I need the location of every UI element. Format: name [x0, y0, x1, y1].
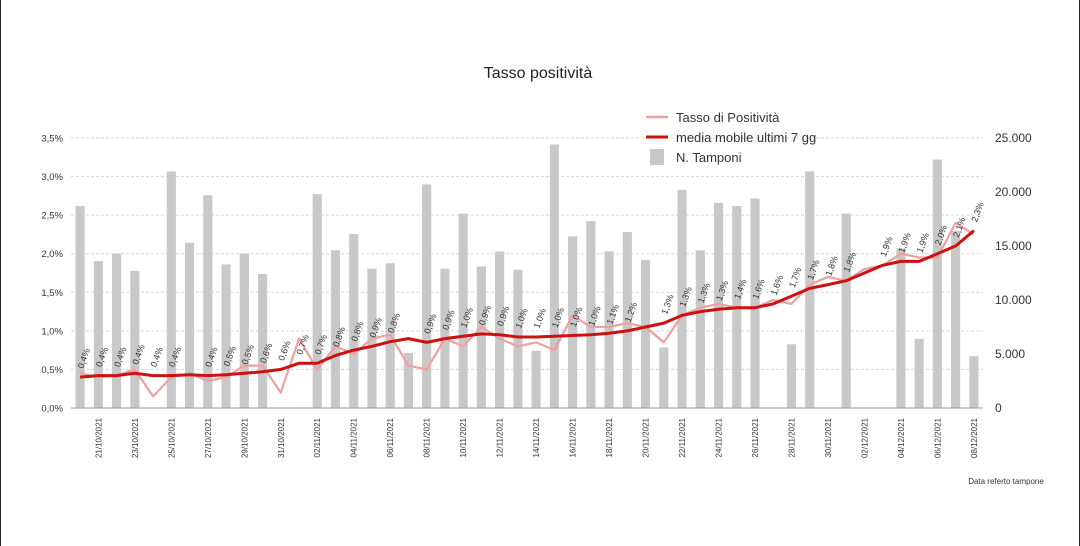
- x-axis-tick-label: 10/11/2021: [459, 417, 468, 457]
- right-axis-tick-label: 20.000: [995, 185, 1032, 199]
- bar-tamponi: [568, 236, 578, 408]
- x-axis-tick-label: 22/11/2021: [678, 417, 687, 457]
- x-axis-tick-label: 12/11/2021: [496, 417, 505, 457]
- bar-tamponi: [513, 269, 523, 408]
- x-axis-tick-label: 04/12/2021: [897, 417, 906, 458]
- bar-tamponi: [677, 189, 687, 408]
- bar-tamponi: [257, 274, 268, 408]
- x-axis-tick-label: 14/11/2021: [532, 417, 541, 457]
- legend-label: Tasso di Positività: [676, 110, 780, 125]
- data-label: 0,4%: [149, 346, 165, 369]
- data-label: 1,8%: [823, 255, 839, 278]
- right-axis-tick-label: 0: [995, 401, 1002, 415]
- bar-tamponi: [604, 251, 614, 408]
- data-label: 1,3%: [659, 293, 675, 316]
- right-axis-tick-label: 5.000: [995, 347, 1025, 361]
- x-axis-tick-label: 08/11/2021: [423, 417, 432, 457]
- bar-tamponi: [422, 184, 432, 408]
- bar-tamponi: [750, 198, 760, 408]
- x-axis-tick-label: 23/10/2021: [131, 417, 140, 458]
- left-axis-tick-label: 3,5%: [41, 134, 63, 145]
- left-axis-tick-label: 2,0%: [41, 249, 63, 260]
- data-label: 1,9%: [915, 231, 931, 254]
- data-label: 1,9%: [896, 231, 912, 254]
- bar-tamponi: [951, 230, 961, 408]
- bar-tamponi: [239, 253, 249, 408]
- bar-tamponi: [969, 356, 979, 408]
- bar-tamponi: [458, 213, 468, 408]
- bar-tamponi: [932, 159, 942, 408]
- legend-swatch-tamponi: [650, 149, 664, 165]
- bar-tamponi: [130, 270, 140, 408]
- x-axis-tick-label: 16/11/2021: [569, 417, 578, 457]
- right-axis-tick-label: 25.000: [995, 131, 1032, 145]
- bar-tamponi: [312, 194, 322, 408]
- bar-tamponi: [203, 195, 213, 408]
- bar-tamponi: [349, 234, 359, 408]
- x-axis-tick-label: 25/10/2021: [167, 417, 176, 458]
- bar-tamponi: [112, 253, 122, 408]
- data-label: 1,7%: [787, 266, 803, 289]
- bar-tamponi: [166, 171, 176, 408]
- data-label: 2,1%: [951, 216, 967, 239]
- bar-tamponi: [896, 248, 906, 408]
- bar-tamponi: [695, 250, 705, 408]
- x-axis-tick-label: 06/12/2021: [933, 417, 942, 458]
- bar-tamponi: [476, 266, 486, 408]
- bar-tamponi: [622, 231, 632, 408]
- left-axis-tick-label: 1,5%: [41, 288, 63, 299]
- data-label: 0,6%: [276, 339, 292, 362]
- bar-tamponi: [531, 350, 541, 408]
- x-axis-tick-label: 06/11/2021: [386, 417, 395, 457]
- left-axis-tick-label: 3,0%: [41, 172, 63, 183]
- data-label: 1,9%: [878, 235, 894, 258]
- bar-tamponi: [93, 261, 103, 408]
- data-label: 1,6%: [769, 274, 785, 297]
- legend-label: N. Tamponi: [676, 150, 742, 165]
- bar-tamponi: [75, 206, 85, 408]
- x-axis-tick-label: 27/10/2021: [204, 417, 213, 458]
- bar-tamponi: [586, 221, 596, 408]
- x-axis-tick-label: 08/12/2021: [970, 417, 979, 458]
- legend-label: media mobile ultimi 7 gg: [676, 130, 816, 145]
- x-axis-tick-label: 02/11/2021: [313, 417, 322, 457]
- bar-tamponi: [330, 250, 341, 408]
- bar-tamponi: [185, 242, 195, 408]
- data-label: 1,0%: [532, 307, 548, 330]
- bar-tamponi: [659, 347, 669, 408]
- bar-tamponi: [841, 213, 851, 408]
- x-axis-tick-label: 29/10/2021: [240, 417, 249, 458]
- right-axis-tick-label: 10.000: [995, 293, 1032, 307]
- bar-tamponi: [713, 202, 724, 408]
- bar-tamponi: [495, 251, 505, 408]
- x-axis-tick-label: 21/10/2021: [94, 417, 103, 458]
- left-axis-tick-label: 2,5%: [41, 211, 63, 222]
- legend: Tasso di Positività media mobile ultimi 7…: [646, 110, 816, 165]
- bar-tamponi: [549, 144, 559, 409]
- bar-tamponi: [786, 344, 797, 408]
- x-axis-tick-label: 20/11/2021: [642, 417, 651, 457]
- x-axis-tick-label: 28/11/2021: [787, 417, 796, 457]
- x-axis-tick-label: 04/11/2021: [350, 417, 359, 457]
- bar-tamponi: [221, 264, 231, 408]
- bar-tamponi: [641, 260, 651, 408]
- x-axis-tick-label: 02/12/2021: [860, 417, 869, 458]
- chart-title: Tasso positività: [484, 65, 593, 82]
- x-axis-tick-label: 31/10/2021: [277, 417, 286, 458]
- x-axis-label: Data referto tampone: [968, 477, 1044, 486]
- bar-tamponi: [914, 338, 924, 408]
- bar-tamponi: [403, 352, 413, 408]
- x-axis-tick-label: 24/11/2021: [715, 417, 724, 457]
- right-axis-tick-label: 15.000: [995, 239, 1032, 253]
- moving-average-line: [79, 229, 975, 379]
- data-label: 2,3%: [969, 201, 985, 224]
- x-axis-tick-label: 26/11/2021: [751, 417, 760, 457]
- left-axis-tick-label: 0,5%: [41, 365, 63, 376]
- x-axis-tick-label: 30/11/2021: [824, 417, 833, 457]
- left-axis-tick-label: 0,0%: [41, 404, 63, 415]
- x-axis-tick-label: 18/11/2021: [605, 417, 614, 457]
- left-axis-tick-label: 1,0%: [41, 326, 63, 337]
